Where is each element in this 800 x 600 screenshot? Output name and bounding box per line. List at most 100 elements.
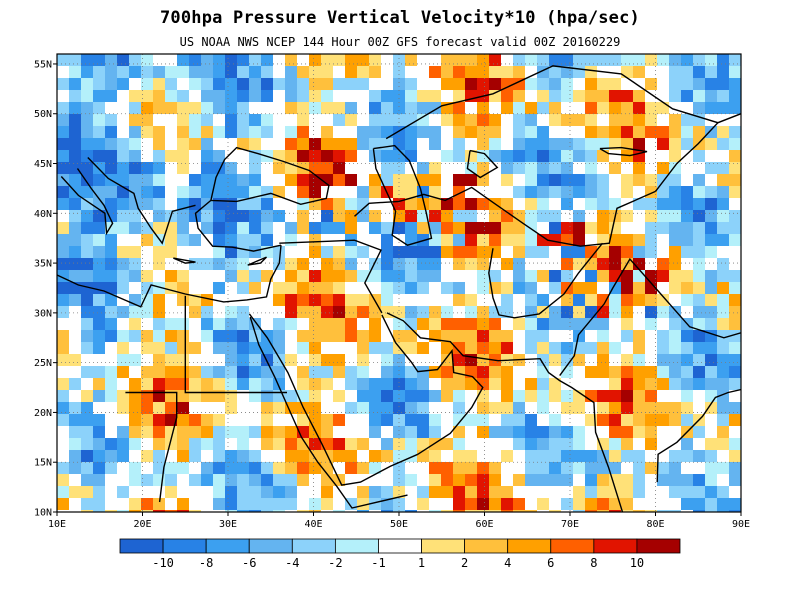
field-cell <box>501 462 514 475</box>
field-cell <box>369 54 382 67</box>
field-cell <box>69 126 82 139</box>
field-cell <box>297 498 310 511</box>
field-cell <box>681 366 694 379</box>
field-cell <box>561 66 574 79</box>
coastline-path <box>372 144 433 246</box>
field-cell <box>513 306 526 319</box>
field-cell <box>105 162 118 175</box>
field-cell <box>477 402 490 415</box>
field-cell <box>489 150 502 163</box>
field-cell <box>213 426 226 439</box>
field-cell <box>477 510 490 512</box>
field-cell <box>573 234 586 247</box>
field-cell <box>297 222 310 235</box>
field-cell <box>477 462 490 475</box>
field-cell <box>621 354 634 367</box>
field-cell <box>561 450 574 463</box>
field-cell <box>621 498 634 511</box>
field-cell <box>573 126 586 139</box>
field-cell <box>549 210 562 223</box>
field-cell <box>597 330 610 343</box>
field-cell <box>585 186 598 199</box>
field-cell <box>285 462 298 475</box>
coastline-path <box>654 122 719 192</box>
field-cell <box>573 114 586 127</box>
field-cell <box>417 426 430 439</box>
colorbar-label: 6 <box>547 556 554 570</box>
field-cell <box>669 270 682 283</box>
coastline-path <box>466 149 499 179</box>
field-cell <box>561 474 574 487</box>
field-cell <box>165 102 178 115</box>
field-cell <box>561 426 574 439</box>
field-cell <box>585 198 598 211</box>
field-cell <box>597 282 610 295</box>
field-cell <box>549 474 562 487</box>
field-cell <box>573 54 586 67</box>
field-cell <box>513 294 526 307</box>
field-cell <box>621 402 634 415</box>
field-cell <box>705 246 718 259</box>
field-cell <box>537 102 550 115</box>
field-cell <box>105 486 118 499</box>
field-cell <box>249 210 262 223</box>
field-cell <box>489 462 502 475</box>
field-cell <box>705 462 718 475</box>
field-cell <box>105 390 118 403</box>
field-cell <box>597 198 610 211</box>
field-cell <box>429 222 442 235</box>
field-cell <box>369 510 382 512</box>
field-cell <box>525 378 538 391</box>
field-cell <box>681 114 694 127</box>
field-cell <box>537 150 550 163</box>
field-cell <box>501 450 514 463</box>
lat-tick-label: 40N <box>34 209 52 220</box>
field-cell <box>285 246 298 259</box>
field-cell <box>261 186 274 199</box>
field-cell <box>69 222 82 235</box>
field-cell <box>597 402 610 415</box>
field-cell <box>369 186 382 199</box>
field-cell <box>537 486 550 499</box>
lon-tick-label: 40E <box>304 519 322 530</box>
field-cell <box>141 114 154 127</box>
field-cell <box>405 426 418 439</box>
field-cell <box>369 450 382 463</box>
field-cell <box>57 54 70 67</box>
field-cell <box>93 126 106 139</box>
field-cell <box>705 258 718 271</box>
field-cell <box>333 102 346 115</box>
colorbar-swatch <box>507 538 552 554</box>
field-cell <box>141 306 154 319</box>
field-cell <box>429 78 442 91</box>
field-cell <box>393 354 406 367</box>
field-cell <box>573 414 586 427</box>
field-cell <box>405 378 418 391</box>
field-cell <box>333 390 346 403</box>
field-cell <box>693 138 706 151</box>
field-cell <box>645 258 658 271</box>
field-cell <box>645 102 658 115</box>
field-cell <box>213 258 226 271</box>
field-cell <box>321 126 334 139</box>
field-cell <box>477 138 490 151</box>
field-cell <box>693 258 706 271</box>
field-cell <box>453 486 466 499</box>
field-cell <box>489 330 502 343</box>
field-cell <box>609 402 622 415</box>
field-cell <box>57 450 70 463</box>
field-cell <box>693 198 706 211</box>
field-cell <box>189 222 202 235</box>
field-cell <box>153 294 166 307</box>
field-cell <box>441 258 454 271</box>
field-cell <box>153 474 166 487</box>
field-cell <box>525 246 538 259</box>
field-cell <box>333 330 346 343</box>
field-cell <box>513 198 526 211</box>
field-cell <box>729 150 741 163</box>
field-cell <box>381 510 394 512</box>
field-cell <box>333 66 346 79</box>
field-cell <box>117 342 130 355</box>
field-cell <box>141 162 154 175</box>
field-cell <box>717 438 730 451</box>
